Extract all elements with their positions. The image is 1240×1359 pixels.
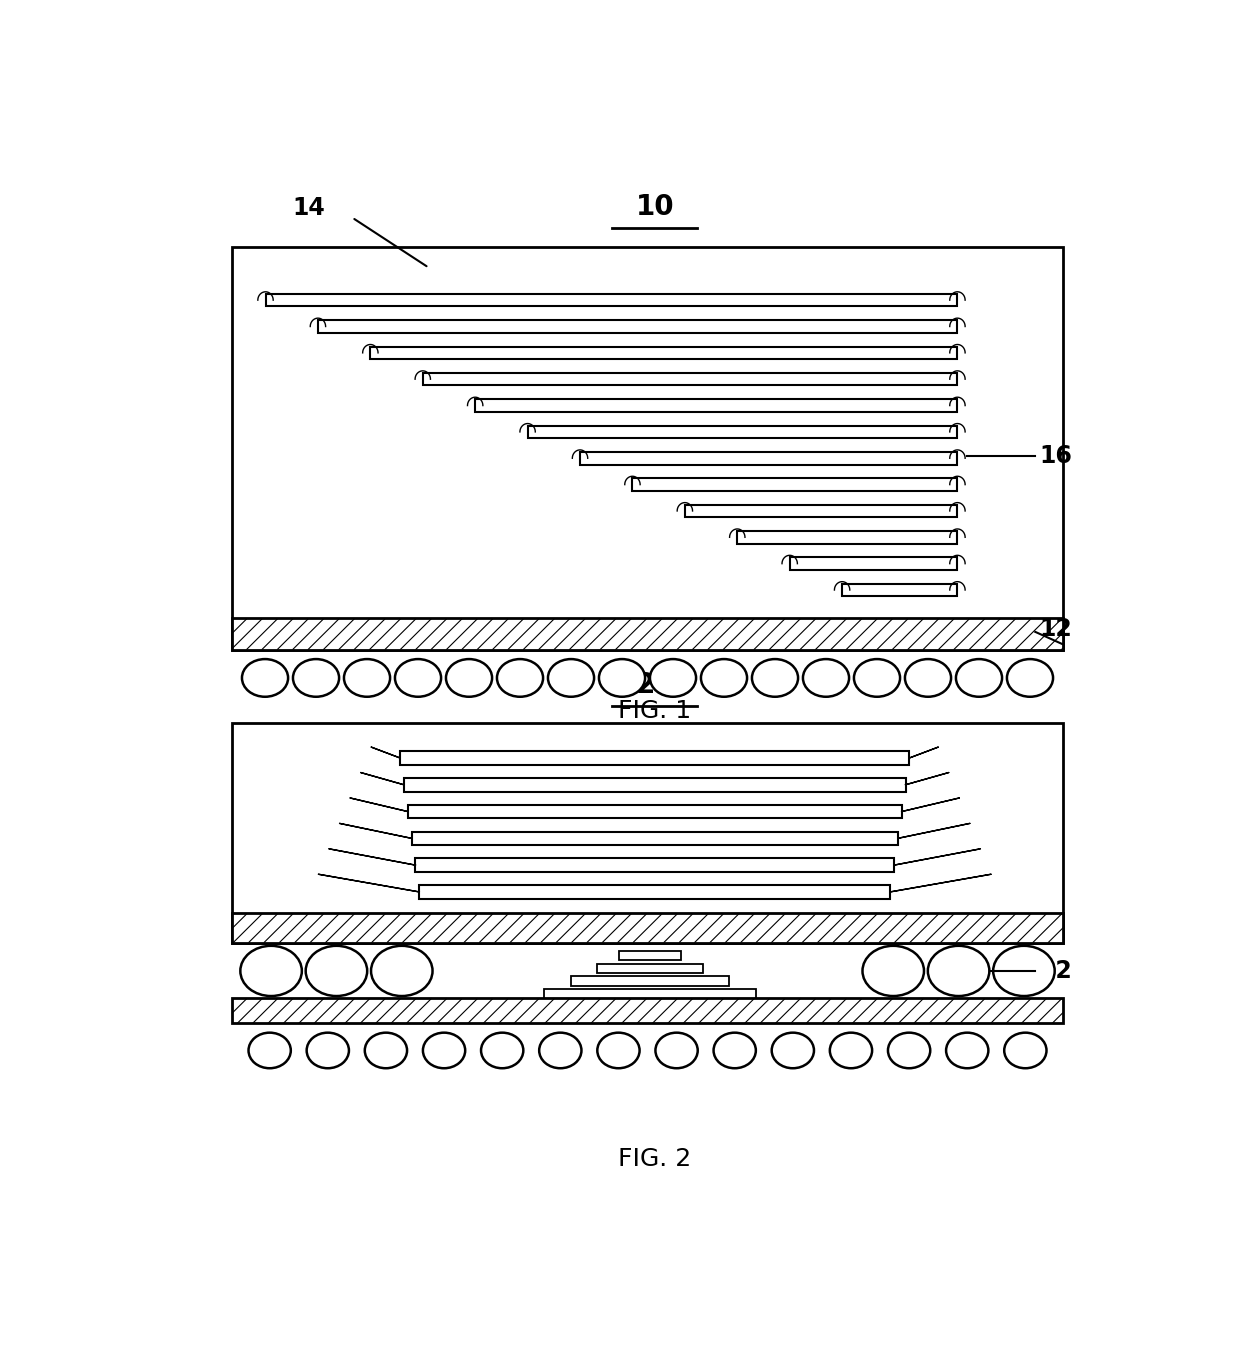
Ellipse shape	[371, 946, 433, 996]
Bar	[790, 557, 957, 569]
Bar	[580, 453, 957, 465]
Bar	[232, 998, 1063, 1023]
Ellipse shape	[548, 659, 594, 697]
Bar	[412, 832, 898, 845]
Text: 12: 12	[1039, 617, 1071, 640]
Ellipse shape	[656, 1033, 698, 1068]
Bar	[408, 805, 901, 818]
Bar	[232, 998, 1063, 1023]
Ellipse shape	[343, 659, 391, 697]
Ellipse shape	[905, 659, 951, 697]
Ellipse shape	[928, 946, 990, 996]
Ellipse shape	[713, 1033, 756, 1068]
Ellipse shape	[650, 659, 696, 697]
Ellipse shape	[539, 1033, 582, 1068]
Bar	[632, 478, 957, 491]
Bar	[570, 976, 729, 985]
Ellipse shape	[365, 1033, 407, 1068]
Text: 20: 20	[635, 671, 675, 699]
Text: 22: 22	[1039, 959, 1071, 983]
Text: 10: 10	[635, 193, 675, 220]
Bar	[475, 400, 957, 412]
Bar	[684, 504, 957, 518]
Bar	[527, 425, 957, 438]
Ellipse shape	[751, 659, 799, 697]
Text: 14: 14	[293, 196, 325, 220]
Ellipse shape	[1004, 1033, 1047, 1068]
Bar	[738, 531, 957, 544]
Ellipse shape	[481, 1033, 523, 1068]
Ellipse shape	[946, 1033, 988, 1068]
Ellipse shape	[248, 1033, 291, 1068]
Ellipse shape	[446, 659, 492, 697]
Text: FIG. 2: FIG. 2	[618, 1147, 692, 1170]
Bar	[232, 618, 1063, 650]
Ellipse shape	[241, 946, 301, 996]
Ellipse shape	[863, 946, 924, 996]
Bar	[404, 777, 905, 791]
Ellipse shape	[888, 1033, 930, 1068]
Ellipse shape	[956, 659, 1002, 697]
Ellipse shape	[701, 659, 746, 697]
Bar	[423, 372, 957, 386]
Ellipse shape	[599, 659, 645, 697]
Bar	[415, 859, 894, 872]
Ellipse shape	[1007, 659, 1053, 697]
Ellipse shape	[423, 1033, 465, 1068]
Bar	[596, 964, 703, 973]
Bar	[232, 913, 1063, 943]
Ellipse shape	[854, 659, 900, 697]
Ellipse shape	[306, 946, 367, 996]
Ellipse shape	[396, 659, 441, 697]
Text: FIG. 1: FIG. 1	[619, 699, 691, 723]
Bar	[619, 951, 681, 961]
Bar	[232, 913, 1063, 943]
Bar	[371, 347, 957, 359]
Text: 16: 16	[1039, 444, 1073, 467]
Bar	[544, 989, 755, 998]
Ellipse shape	[497, 659, 543, 697]
Ellipse shape	[771, 1033, 813, 1068]
Ellipse shape	[830, 1033, 872, 1068]
Ellipse shape	[598, 1033, 640, 1068]
Bar	[842, 584, 957, 597]
Bar	[317, 321, 957, 333]
Ellipse shape	[804, 659, 849, 697]
Bar	[232, 618, 1063, 650]
Ellipse shape	[306, 1033, 348, 1068]
Bar	[401, 752, 909, 765]
Bar	[419, 885, 890, 898]
Bar	[232, 723, 1063, 943]
Ellipse shape	[242, 659, 288, 697]
Ellipse shape	[993, 946, 1055, 996]
Bar	[232, 247, 1063, 650]
Bar	[265, 294, 957, 306]
Ellipse shape	[293, 659, 339, 697]
